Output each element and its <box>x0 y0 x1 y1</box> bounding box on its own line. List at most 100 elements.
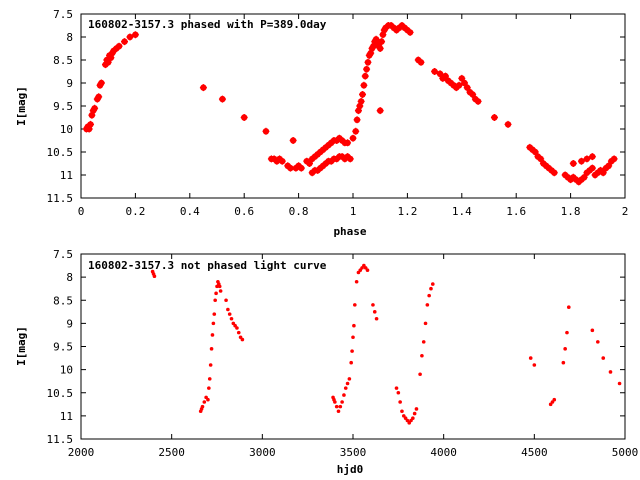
data-point-cross <box>376 45 384 52</box>
x-tick-label: 4500 <box>521 446 548 459</box>
data-point <box>565 330 569 335</box>
data-point-cross <box>588 164 596 172</box>
data-point <box>566 305 571 309</box>
data-point <box>336 409 341 414</box>
y-axis-label: I[mag] <box>15 86 28 126</box>
data-point-cross <box>364 58 372 66</box>
x-tick-label: 2000 <box>68 446 95 459</box>
y-tick-label: 7.5 <box>53 248 73 261</box>
data-point <box>421 340 426 344</box>
data-point-cross <box>359 91 367 98</box>
data-point <box>396 390 401 395</box>
x-axis-label: phase <box>333 225 366 238</box>
data-point-cross <box>469 91 477 98</box>
data-point-cross <box>131 31 139 39</box>
y-tick-label: 11.5 <box>47 192 74 205</box>
y-tick-label: 9 <box>66 317 73 330</box>
data-point-cross <box>569 160 577 167</box>
data-point <box>345 381 350 386</box>
data-point-cross <box>490 114 498 121</box>
data-point <box>226 307 230 312</box>
data-point <box>340 400 344 404</box>
data-point <box>354 279 359 284</box>
data-point-cross <box>91 104 99 112</box>
data-point <box>207 386 211 390</box>
data-point <box>152 274 157 279</box>
x-tick-label: 5000 <box>612 446 639 459</box>
y-tick-label: 8.5 <box>53 54 73 67</box>
data-point <box>420 353 424 358</box>
data-point <box>617 381 622 386</box>
data-point <box>365 268 370 272</box>
data-point-cross <box>610 155 618 163</box>
data-point <box>350 349 354 353</box>
data-point-cross <box>537 155 545 163</box>
data-point <box>227 312 232 316</box>
data-point <box>213 298 217 303</box>
data-point <box>372 310 377 314</box>
x-tick-label: 2 <box>622 205 629 218</box>
data-point-cross <box>126 33 134 41</box>
data-point-cross <box>583 155 591 163</box>
axis-ticks: 0 0.2 0.4 0.6 0.8 1 1.2 1.4 1.6 1.8 2 7.5 8 8.5 9 9.5 10… <box>47 8 629 218</box>
data-point-cross <box>441 72 449 80</box>
y-tick-label: 10 <box>60 123 73 136</box>
x-tick-label: 2500 <box>158 446 185 459</box>
data-point <box>425 303 430 307</box>
y-axis-label: I[mag] <box>15 326 28 366</box>
y-tick-label: 10.5 <box>47 146 74 159</box>
data-point <box>210 333 215 337</box>
x-tick-label: 0 <box>78 205 85 218</box>
data-point <box>343 386 348 390</box>
data-point <box>224 298 228 303</box>
data-point <box>552 397 557 402</box>
y-tick-label: 8.5 <box>53 294 73 307</box>
x-tick-label: 0.6 <box>234 205 254 218</box>
data-point <box>353 303 357 307</box>
data-point-cross <box>376 107 384 115</box>
data-point-cross <box>455 81 463 89</box>
data-point <box>351 335 355 340</box>
data-point-cross <box>240 114 248 121</box>
y-tick-label: 11.5 <box>47 433 74 446</box>
plot-frame <box>80 253 626 440</box>
data-point-cross <box>305 160 313 167</box>
axis-ticks: 2000 2500 3000 3500 4000 4500 5000 7.5 8 8.5 9 9.5 1… <box>47 248 639 459</box>
data-point <box>412 411 417 416</box>
data-point-cross <box>344 139 352 147</box>
y-tick-label: 9 <box>66 77 73 90</box>
data-point <box>398 400 402 404</box>
data-point-cross <box>289 137 297 144</box>
y-tick-label: 10 <box>60 364 73 377</box>
y-tick-label: 11 <box>60 169 73 182</box>
y-tick-label: 9.5 <box>53 100 73 113</box>
data-point <box>206 397 210 402</box>
data-point-cross <box>121 38 129 46</box>
data-point-cross <box>417 58 425 66</box>
data-point-cross <box>580 173 588 181</box>
y-tick-label: 7.5 <box>53 8 73 21</box>
data-point-cross <box>361 72 369 80</box>
data-point <box>207 377 212 381</box>
data-point-cross <box>550 169 558 177</box>
data-point <box>418 372 422 377</box>
data-point-cross <box>357 97 365 105</box>
data-point <box>430 282 435 286</box>
data-point <box>229 316 234 321</box>
data-point-cross <box>406 28 414 36</box>
data-point-cross <box>363 65 371 73</box>
data-point <box>214 291 218 296</box>
unphased-light-curve-chart: 2000 2500 3000 3500 4000 4500 5000 7.5 8 8.5 9 9.5 1… <box>15 248 638 476</box>
data-point-cross <box>504 120 512 128</box>
data-point <box>338 404 343 409</box>
data-point <box>596 340 600 344</box>
data-point-cross <box>378 38 386 46</box>
data-point-cross <box>588 153 596 161</box>
data-point-cross <box>104 58 112 66</box>
data-point <box>236 330 241 335</box>
x-tick-label: 0.4 <box>180 205 200 218</box>
x-tick-label: 0.2 <box>125 205 145 218</box>
data-point-cross <box>95 93 103 101</box>
data-point-cross <box>461 79 469 87</box>
data-point <box>202 400 207 404</box>
